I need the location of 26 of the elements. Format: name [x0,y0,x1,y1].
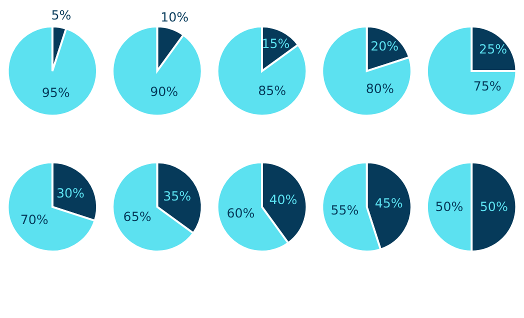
data-label: 40% [269,192,298,207]
data-label: 35% [163,188,192,204]
data-label: 30% [56,186,84,201]
data-label: 85% [258,82,286,98]
data-label: 80% [366,81,394,96]
pie-slice [6,25,98,117]
data-label: 10% [160,9,189,24]
data-label: 20% [370,38,399,54]
pie-slice [6,161,96,252]
data-label: 65% [123,208,152,224]
data-label: 55% [330,202,359,218]
pie-slice [216,25,308,117]
data-label: 15% [262,36,290,51]
data-label: 25% [479,41,508,56]
data-label: 95% [42,85,70,100]
data-label: 45% [374,195,403,210]
data-label: 90% [150,84,178,100]
data-label: 75% [473,78,502,94]
pie-slice [321,25,412,117]
pie-slice [112,25,203,117]
data-label: 5% [51,7,72,22]
data-label: 50% [480,198,508,214]
data-label: 70% [20,212,48,227]
data-label: 60% [226,206,255,221]
data-label: 50% [435,198,464,214]
pie-slice [426,25,518,117]
